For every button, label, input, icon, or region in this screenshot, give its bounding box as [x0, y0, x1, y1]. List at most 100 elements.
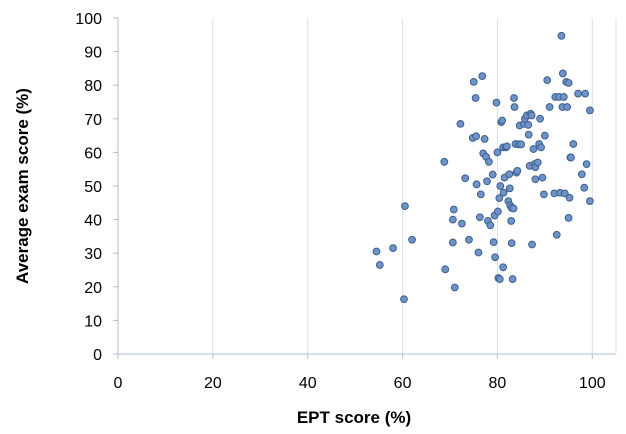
data-point-113: [586, 106, 594, 115]
data-point-103: [564, 214, 573, 222]
data-point-28: [483, 177, 491, 186]
data-point-102: [564, 78, 573, 87]
data-point-59: [509, 204, 518, 213]
data-point-85: [538, 173, 547, 182]
data-point-71: [524, 120, 533, 129]
x-tick-label-1: 20: [204, 375, 222, 392]
data-point-20: [472, 180, 481, 189]
data-point-15: [465, 235, 473, 244]
data-point-112: [582, 160, 591, 169]
data-point-77: [529, 145, 538, 153]
y-tick-label-9: 90: [84, 45, 102, 62]
y-tick-label-6: 60: [84, 145, 102, 162]
data-point-14: [461, 174, 470, 183]
data-point-36: [492, 98, 501, 107]
data-point-2: [389, 244, 397, 253]
data-point-32: [488, 170, 497, 179]
data-point-17: [469, 77, 478, 86]
data-point-109: [577, 170, 586, 179]
data-point-80: [531, 175, 540, 184]
x-tick-label-5: 100: [579, 375, 606, 392]
data-point-108: [574, 89, 582, 98]
data-point-95: [557, 31, 566, 40]
data-point-30: [484, 157, 493, 166]
data-point-9: [449, 205, 458, 214]
data-point-3: [400, 295, 408, 304]
y-tick-label-0: 0: [93, 347, 102, 364]
data-point-48: [499, 263, 508, 272]
data-point-92: [552, 230, 561, 239]
data-point-6: [440, 157, 449, 166]
x-tick-label-2: 40: [299, 375, 317, 392]
data-point-41: [496, 182, 505, 190]
data-point-58: [508, 275, 517, 283]
data-point-57: [507, 239, 516, 248]
data-point-106: [567, 153, 575, 162]
data-point-110: [580, 183, 589, 192]
data-point-18: [471, 94, 480, 102]
data-point-64: [513, 166, 522, 175]
x-axis-title: EPT score (%): [297, 408, 411, 427]
data-point-61: [510, 103, 519, 111]
data-point-0: [372, 247, 381, 256]
data-point-50: [503, 142, 511, 151]
data-point-55: [507, 217, 516, 225]
data-point-37: [493, 148, 502, 157]
data-point-40: [495, 194, 504, 202]
data-point-12: [456, 119, 465, 128]
y-tick-label-1: 10: [84, 313, 102, 330]
data-point-76: [528, 240, 536, 249]
data-point-84: [537, 143, 545, 152]
x-tick-label-4: 80: [489, 375, 507, 392]
data-point-83: [536, 114, 545, 123]
data-point-46: [499, 188, 508, 197]
data-point-87: [540, 131, 549, 140]
data-point-4: [401, 202, 409, 211]
data-point-88: [543, 76, 552, 85]
data-point-5: [408, 235, 416, 244]
data-point-101: [563, 103, 572, 111]
data-point-52: [505, 170, 514, 179]
y-tick-label-10: 100: [75, 11, 102, 28]
data-point-19: [472, 132, 480, 141]
data-point-86: [540, 190, 548, 199]
tick-labels: 0 10 20 30 40 50 60 70 80 90 100 0 20 40 60 80 100: [75, 11, 605, 392]
data-point-35: [491, 253, 499, 262]
data-point-8: [448, 215, 457, 224]
data-point-26: [480, 135, 489, 143]
data-point-67: [517, 140, 526, 149]
data-point-89: [545, 103, 554, 111]
data-point-107: [569, 140, 578, 148]
axes: [113, 17, 616, 359]
data-point-23: [476, 190, 485, 199]
data-point-72: [524, 130, 533, 139]
data-point-111: [581, 89, 590, 98]
y-tick-label-2: 20: [84, 280, 102, 297]
data-point-10: [448, 238, 457, 247]
data-point-38: [494, 207, 502, 216]
data-point-42: [495, 275, 504, 283]
data-point-13: [457, 219, 466, 228]
data-point-31: [486, 221, 495, 230]
data-point-114: [586, 197, 594, 206]
y-tick-label-7: 70: [84, 112, 102, 129]
data-point-21: [474, 248, 483, 257]
data-point-53: [505, 184, 514, 193]
data-point-22: [475, 213, 484, 222]
y-axis-title: Average exam score (%): [13, 88, 32, 284]
x-tick-label-3: 60: [394, 375, 412, 392]
y-tick-label-8: 80: [84, 78, 102, 95]
y-tick-label-3: 30: [84, 246, 102, 263]
x-tick-label-0: 0: [114, 375, 123, 392]
y-tick-label-5: 50: [84, 179, 102, 196]
data-point-98: [559, 93, 568, 101]
data-point-97: [558, 69, 567, 78]
data-point-11: [450, 283, 459, 292]
data-point-1: [375, 261, 384, 269]
data-point-7: [441, 265, 450, 274]
y-tick-label-4: 40: [84, 213, 102, 230]
data-point-81: [533, 158, 542, 167]
data-point-75: [527, 111, 536, 120]
